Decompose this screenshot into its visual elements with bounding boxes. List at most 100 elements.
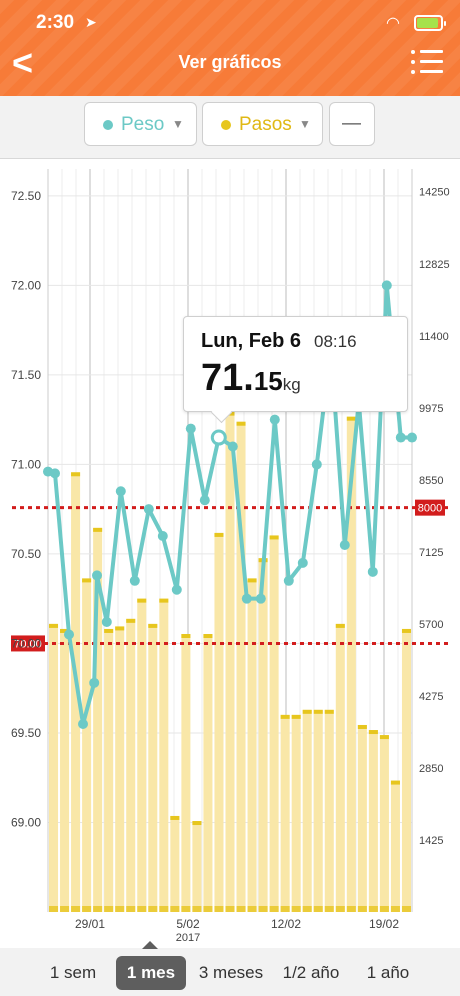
steps-bar [203,634,213,912]
steps-bar-base [313,906,323,912]
weight-point [283,575,294,586]
weight-point [255,593,266,604]
range-1-sem[interactable]: 1 sem [49,963,97,982]
steps-bar-cap [170,815,180,820]
steps-bar-cap [203,634,213,639]
steps-bar [104,628,114,912]
y-tick-left: 71.50 [11,368,41,382]
steps-bar-cap [269,535,279,540]
tooltip-date: Lun, Feb 6 [201,330,301,352]
y-tick-right: 7125 [419,547,443,559]
steps-bar-base [269,906,279,912]
steps-bar-cap [148,623,158,628]
steps-bar-cap [313,709,323,714]
chevron-left-icon[interactable]: < [12,42,34,83]
steps-bar-cap [368,730,378,735]
range-half-year[interactable]: 1/2 año [282,963,340,982]
steps-bar [170,815,180,912]
y-tick-right: 4275 [419,691,443,703]
steps-bar-cap [181,634,191,639]
target-label: 8000 [418,503,442,515]
steps-bar [379,735,389,912]
weight-point [241,593,252,604]
weight-point [311,459,322,470]
y-tick-right: 1425 [419,835,443,847]
y-tick-left: 69.50 [11,726,41,740]
steps-bar [225,411,235,912]
page-title: Ver gráficos [178,52,282,72]
range-1-mes[interactable]: 1 mes [116,956,186,990]
range-1-year[interactable]: 1 año [366,963,410,982]
steps-bar-cap [93,527,103,532]
steps-bar-cap [302,709,312,714]
steps-bar-base [357,906,367,912]
steps-bar-base [379,906,389,912]
steps-bar [49,623,59,912]
weight-point [381,280,392,291]
target-label: 70.00 [14,638,42,650]
steps-bar-base [192,906,202,912]
series-selector-third[interactable]: — [329,102,375,146]
nav-bar: < Ver gráficos [0,44,460,84]
steps-bar-base [236,906,246,912]
steps-bar [247,578,257,912]
steps-bar-cap [346,416,356,421]
y-tick-right: 2850 [419,763,443,775]
steps-bar-base [225,906,235,912]
steps-bar-base [170,906,180,912]
weight-point [143,504,154,515]
steps-bar-cap [390,780,400,785]
steps-bar [71,472,81,912]
steps-bar [346,416,356,912]
y-tick-left: 70.00 [11,636,41,650]
y-tick-left: 71.00 [11,457,41,471]
steps-bar-base [60,906,70,912]
y-tick-left: 72.50 [11,189,41,203]
caret-down-icon: ▼ [299,117,311,131]
target-tag [11,635,45,652]
steps-bar-base [346,906,356,912]
series-selector-pasos[interactable]: Pasos ▼ [202,102,323,146]
steps-bar-base [115,906,125,912]
steps-bar-base [71,906,81,912]
steps-bar-base [203,906,213,912]
y-tick-left: 72.00 [11,278,41,292]
range-3-meses[interactable]: 3 meses [198,963,264,982]
steps-bar [401,628,411,912]
tooltip-time: 08:16 [314,332,357,351]
steps-bar [159,598,169,912]
steps-bar-base [82,906,92,912]
steps-bar-base [302,906,312,912]
tooltip-value: 71.15kg [201,357,301,400]
steps-bar [115,626,125,912]
weight-steps-chart[interactable]: 800070.0069.0069.5070.0070.5071.0071.507… [0,159,460,949]
list-menu-icon[interactable] [411,50,443,76]
chart-area[interactable]: 8000 70.00 69.00 69.50 70.00 70.50 71.00 71.50 7… [0,159,460,949]
status-bar: 2:30 ➤ ◠ [0,12,460,36]
steps-bar-base [335,906,345,912]
series-selector-peso[interactable]: Peso ▼ [84,102,197,146]
steps-bar-base [148,906,158,912]
status-time: 2:30 [36,12,75,33]
weight-point [64,629,74,640]
series-label-pasos: Pasos [239,114,292,135]
weight-point [367,566,378,577]
x-tick: 29/01 [75,917,105,931]
steps-bar-cap [159,598,169,603]
caret-down-icon: ▼ [172,117,184,131]
steps-bar [390,780,400,912]
y-tick-right: 11400 [419,331,449,343]
series-toolbar: Peso ▼ Pasos ▼ — [0,96,460,159]
weight-point [92,570,102,581]
series-label-third: — [342,113,361,134]
steps-bar [60,628,70,912]
steps-bar [148,623,158,912]
steps-bar-base [368,906,378,912]
range-active-pointer [142,941,158,949]
steps-bar-cap [291,714,301,719]
steps-bar-cap [126,618,136,623]
x-tick-sub: 2017 [176,932,200,944]
series-label-peso: Peso [121,114,165,135]
steps-bar-cap [324,709,334,714]
steps-bar-base [104,906,114,912]
